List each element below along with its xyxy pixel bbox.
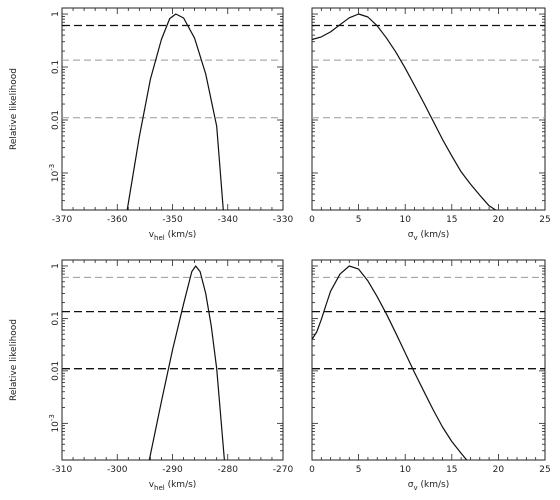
x-tick-label: -340 [218,215,239,225]
likelihood-curve [126,13,224,211]
x-tick-label: 10 [399,465,411,475]
x-tick-label: -310 [52,465,73,475]
x-tick-label: 20 [493,465,505,475]
panel-1: -370 -360 -350 -340 -330 1 0.1 0.01 10-3 Relative… [9,7,294,242]
x-tick-label: -370 [52,215,73,225]
y-tick-label: 10-3 [48,414,61,432]
y-axis-label: Relative likelihood [9,319,19,401]
y-tick-exponent: -3 [48,164,56,171]
x-tick-label: 15 [446,215,457,225]
x-tick-label: -280 [218,465,239,475]
y-tick-label: 10-3 [48,164,61,182]
x-axis-label: σv (km/s) [408,480,449,492]
y-tick-label: 0.1 [51,60,61,74]
x-tick-label: 15 [446,465,457,475]
y-tick-exponent: -3 [48,414,56,421]
likelihood-curve [148,265,225,461]
panel-frame [61,7,284,211]
panel-frame [311,259,546,461]
likelihood-curve [311,265,468,461]
x-tick-label: -360 [107,215,128,225]
likelihood-curve [311,13,496,211]
x-tick-label: 5 [356,215,362,225]
y-axis-label: Relative likelihood [9,68,19,150]
x-tick-label: -270 [273,465,294,475]
x-tick-label: -350 [162,215,183,225]
y-tick-label: 0.1 [51,311,61,325]
panel-frame [61,259,284,461]
x-tick-label: 0 [309,215,315,225]
y-tick-label: 1 [51,11,61,17]
x-tick-label: 25 [539,465,550,475]
x-tick-label: -330 [273,215,294,225]
x-tick-label: 0 [309,465,315,475]
panel-frame [311,7,546,211]
x-axis-label: vhel (km/s) [149,230,197,242]
panel-2: 0 5 10 15 20 25 σv (km/s) [309,7,551,242]
x-tick-label: -300 [107,465,128,475]
x-tick-label: 5 [356,465,362,475]
y-tick-label: 0.01 [51,361,61,381]
x-tick-label: -290 [162,465,183,475]
y-tick-label: 0.01 [51,110,61,130]
y-tick-label: 1 [51,263,61,269]
x-tick-label: 25 [539,215,550,225]
x-axis-label: σv (km/s) [408,230,449,242]
panel-3: -310 -300 -290 -280 -270 1 0.1 0.01 10-3 Relative… [9,259,294,492]
x-tick-label: 20 [493,215,505,225]
x-tick-label: 10 [399,215,411,225]
x-axis-label: vhel (km/s) [149,480,197,492]
panel-4: 0 5 10 15 20 25 σv (km/s) [309,259,551,492]
